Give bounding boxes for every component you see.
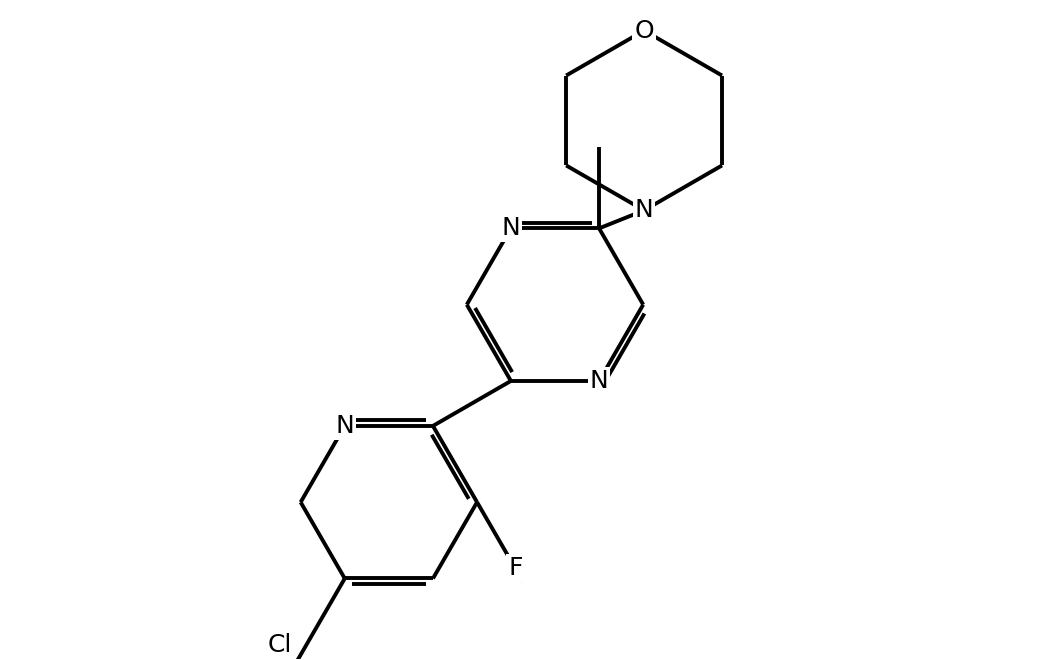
Text: N: N bbox=[501, 216, 520, 240]
Text: Cl: Cl bbox=[267, 633, 292, 657]
Text: N: N bbox=[590, 369, 609, 393]
Text: N: N bbox=[336, 414, 354, 438]
Text: O: O bbox=[635, 18, 654, 43]
Text: N: N bbox=[635, 199, 653, 222]
Text: F: F bbox=[508, 556, 522, 580]
